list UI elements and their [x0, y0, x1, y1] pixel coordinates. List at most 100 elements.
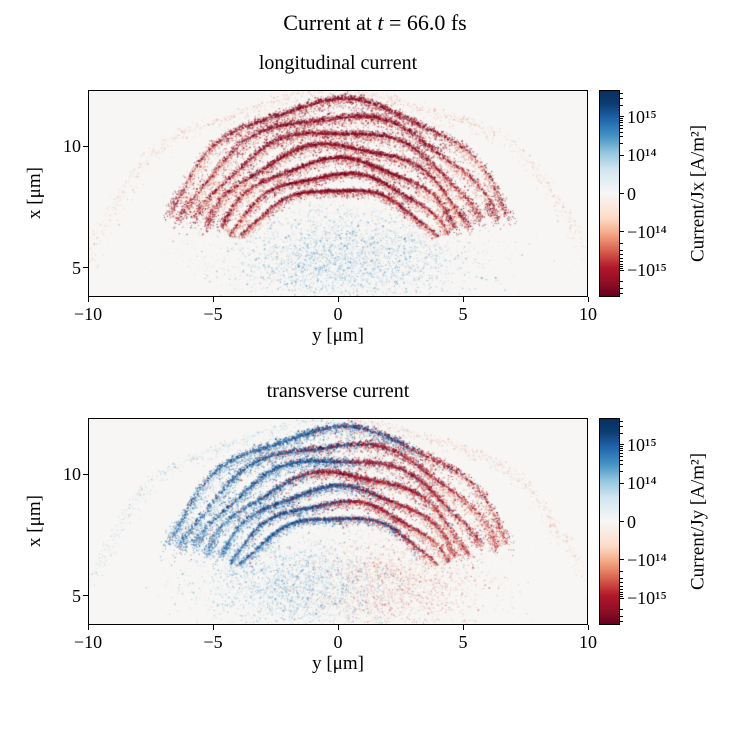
colorbar-minor-tick-mark: [620, 577, 623, 579]
colorbar-minor-tick-mark: [620, 448, 623, 450]
x-tick-label: −5: [203, 632, 223, 652]
colorbar-minor-tick-mark: [620, 471, 623, 473]
x-tick-mark: [87, 625, 89, 630]
colorbar-minor-tick-mark: [620, 120, 623, 122]
colorbar-minor-tick-mark: [620, 570, 623, 572]
colorbar-minor-tick-mark: [620, 446, 623, 448]
plot-area-transverse: [88, 418, 588, 625]
colorbar-minor-tick-mark: [620, 589, 623, 591]
colorbar-minor-tick-mark: [620, 242, 623, 244]
colorbar-minor-tick-mark: [620, 459, 623, 461]
current-density-map-jy: [89, 419, 587, 624]
colorbar-minor-tick-mark: [620, 432, 623, 434]
colorbar-minor-tick-mark: [620, 586, 623, 588]
colorbar-minor-tick-mark: [620, 258, 623, 260]
colorbar-minor-tick-mark: [620, 591, 623, 593]
current-density-map-jx: [89, 91, 587, 296]
colorbar-minor-tick-mark: [620, 124, 623, 126]
colorbar-minor-tick-mark: [620, 615, 623, 617]
colorbar-tick-label: 10¹⁵: [627, 434, 657, 455]
x-tick-mark: [337, 297, 339, 302]
y-tick-label: 5: [72, 257, 81, 278]
colorbar-tick-label: 10¹⁵: [627, 106, 657, 127]
colorbar-minor-tick-mark: [620, 450, 623, 452]
colorbar-minor-tick-mark: [620, 464, 623, 466]
figure-title-prefix: Current at: [283, 10, 378, 35]
colorbar-minor-tick-mark: [620, 261, 623, 263]
x-tick-label: −5: [203, 304, 223, 324]
colorbar-minor-tick-mark: [620, 426, 623, 428]
subplot-title-transverse: transverse current: [266, 380, 410, 402]
colorbar-tick-mark: [620, 269, 624, 271]
colorbar-tick-mark: [620, 559, 624, 561]
x-tick-label: 5: [458, 304, 468, 324]
plot-area-longitudinal: [88, 90, 588, 297]
colorbar-minor-tick-mark: [620, 265, 623, 267]
y-tick-label: 10: [63, 464, 81, 484]
colorbar-tick-label: 10¹⁴: [627, 145, 657, 166]
colorbar-jx: [599, 90, 620, 297]
y-tick-mark: [83, 595, 88, 597]
colorbar-minor-tick-mark: [620, 263, 623, 265]
y-tick-mark: [83, 267, 88, 269]
colorbar-minor-tick-mark: [620, 292, 623, 294]
colorbar-minor-tick-mark: [620, 127, 623, 129]
x-tick-mark: [212, 297, 214, 302]
figure-title-variable: t: [377, 10, 384, 35]
colorbar-minor-tick-mark: [620, 122, 623, 124]
colorbar-tick-mark: [620, 231, 624, 233]
x-tick-mark: [337, 625, 339, 630]
colorbar-tick-mark: [620, 116, 624, 118]
colorbar-minor-tick-mark: [620, 609, 623, 611]
y-tick-mark: [83, 473, 88, 475]
colorbar-minor-tick-mark: [620, 595, 623, 597]
x-axis-label: y [μm]: [312, 325, 364, 346]
colorbar-minor-tick-mark: [620, 104, 623, 106]
colorbar-minor-tick-mark: [620, 118, 623, 120]
x-tick-label: 10: [579, 632, 597, 652]
colorbar-tick-mark: [620, 444, 624, 446]
colorbar-tick-label: −10¹⁴: [627, 549, 667, 570]
colorbar-tick-label: −10¹⁵: [627, 260, 667, 281]
colorbar-minor-tick-mark: [620, 93, 623, 95]
colorbar-tick-mark: [620, 154, 624, 156]
colorbar-tick-label: −10¹⁴: [627, 221, 667, 242]
subplot-title-longitudinal: longitudinal current: [258, 52, 418, 74]
colorbar-tick-label: −10¹⁵: [627, 588, 667, 609]
colorbar-minor-tick-mark: [620, 136, 623, 138]
colorbar-minor-tick-mark: [620, 287, 623, 289]
colorbar-tick-mark: [620, 597, 624, 599]
x-tick-mark: [212, 625, 214, 630]
x-tick-label: 0: [333, 304, 343, 324]
x-tick-label: −10: [73, 632, 103, 652]
colorbar-tick-mark: [620, 521, 624, 522]
colorbar-tick-label: 0: [627, 511, 636, 532]
colorbar-minor-tick-mark: [620, 249, 623, 251]
colorbar-tick-mark: [620, 193, 624, 194]
colorbar-minor-tick-mark: [620, 98, 623, 100]
colorbar-minor-tick-mark: [620, 131, 623, 133]
x-tick-label: −10: [73, 304, 103, 324]
figure-title-suffix: = 66.0 fs: [383, 10, 467, 35]
panel-transverse-current: transverse current x [μm] y [μm] Current…: [0, 328, 750, 693]
y-tick-label: 5: [72, 585, 81, 606]
colorbar-jy: [599, 418, 620, 625]
colorbar-tick-label: 0: [627, 183, 636, 204]
y-tick-label: 10: [63, 136, 81, 156]
y-tick-mark: [83, 145, 88, 147]
x-tick-mark: [587, 297, 589, 302]
colorbar-tick-mark: [620, 482, 624, 484]
x-tick-mark: [87, 297, 89, 302]
colorbar-minor-tick-mark: [620, 254, 623, 256]
x-tick-mark: [462, 297, 464, 302]
x-tick-mark: [462, 625, 464, 630]
colorbar-minor-tick-mark: [620, 267, 623, 269]
x-tick-label: 10: [579, 304, 597, 324]
x-axis-label: y [μm]: [312, 653, 364, 674]
colorbar-minor-tick-mark: [620, 620, 623, 622]
colorbar-minor-tick-mark: [620, 421, 623, 423]
x-tick-label: 5: [458, 632, 468, 652]
x-tick-label: 0: [333, 632, 343, 652]
panel-longitudinal-current: longitudinal current x [μm] y [μm] Curre…: [0, 0, 750, 365]
